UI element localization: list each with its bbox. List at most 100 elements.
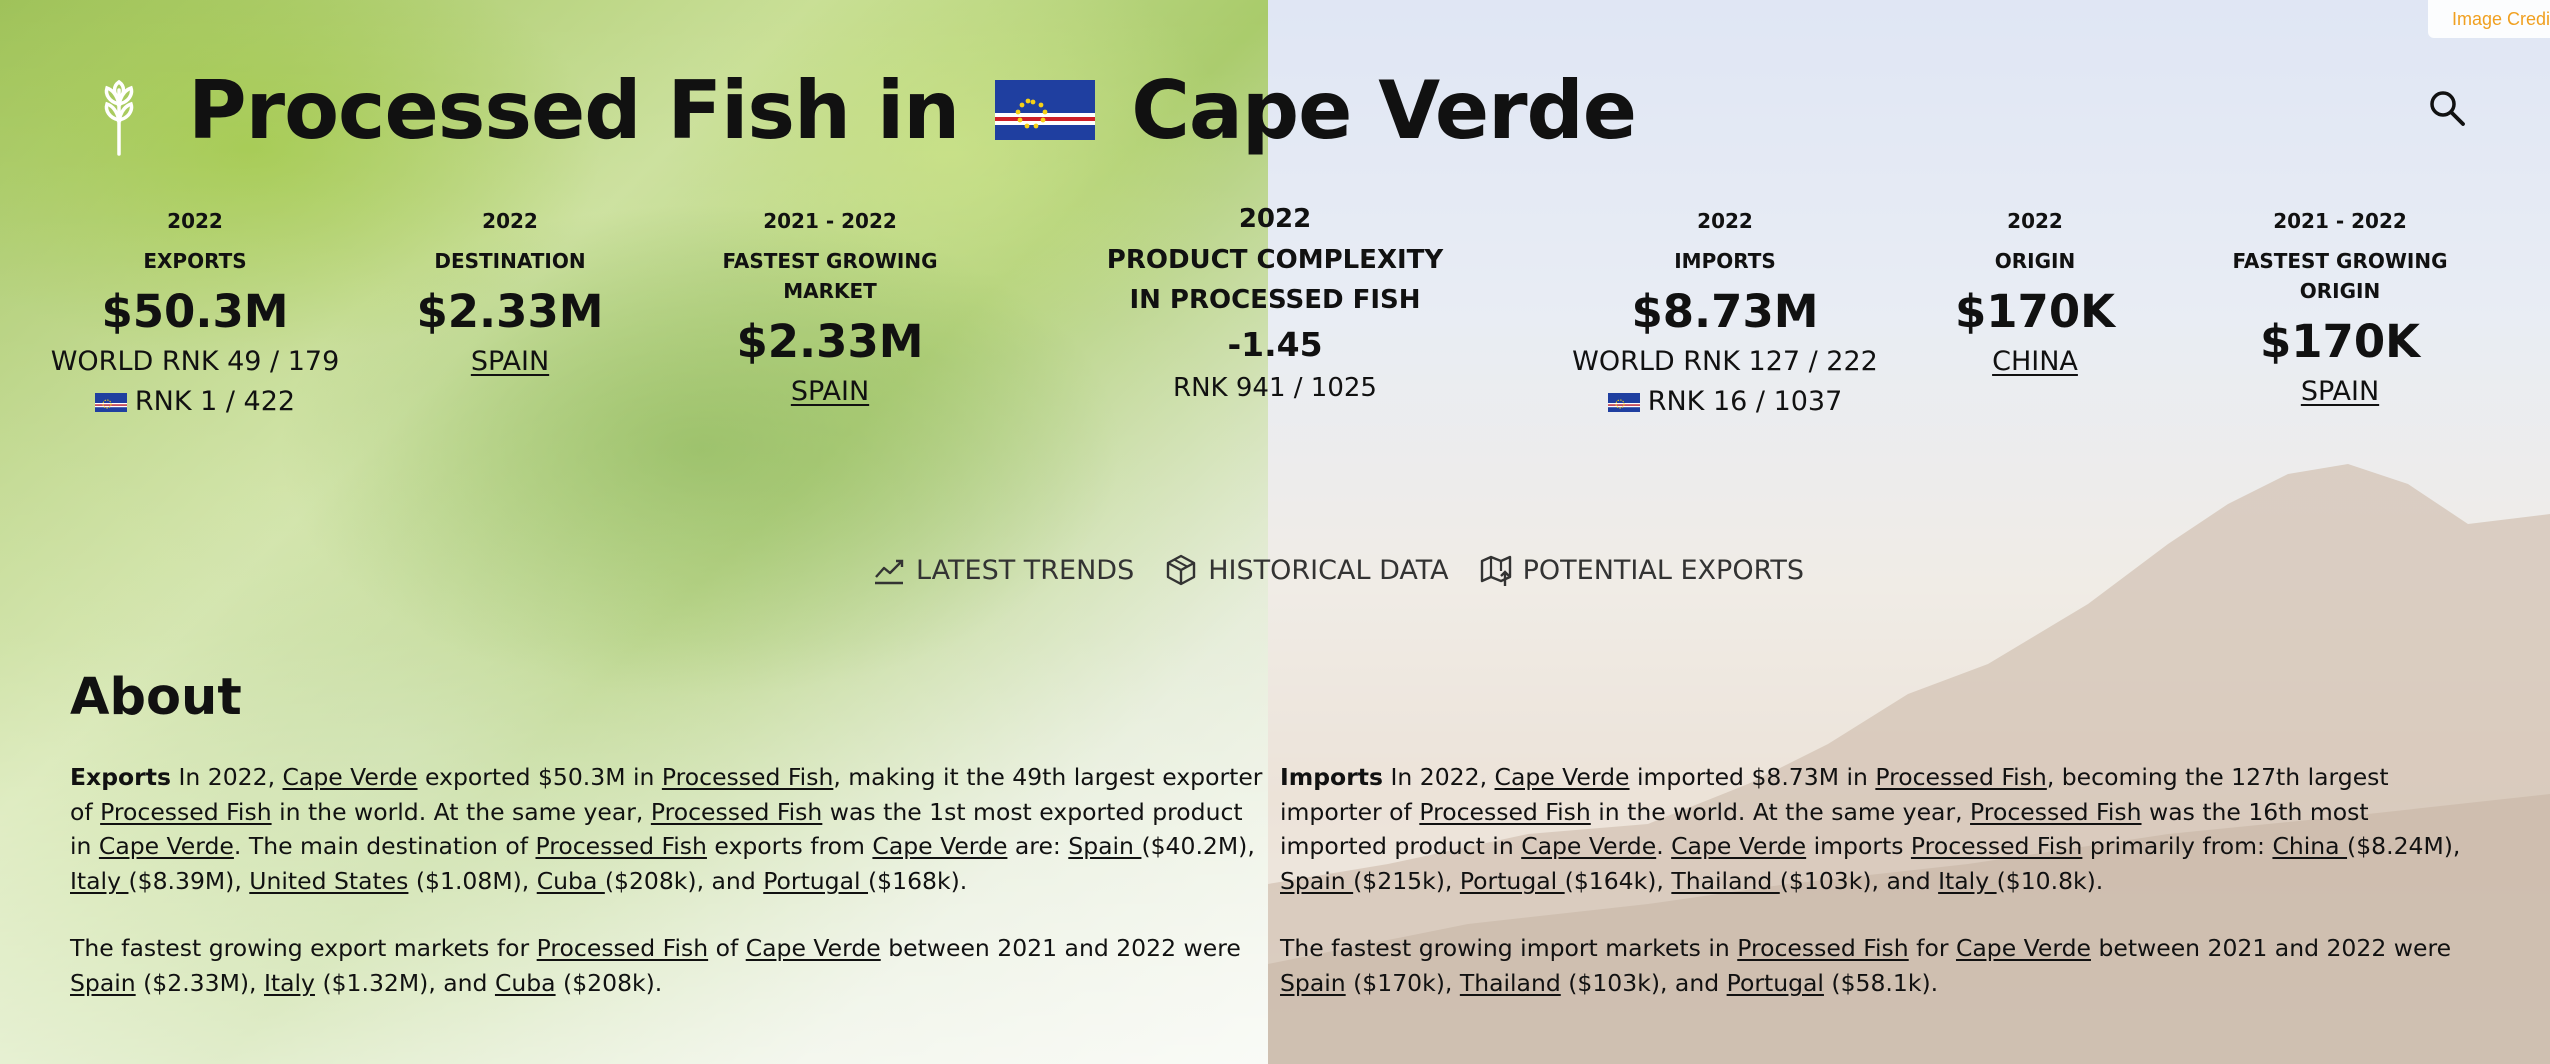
product-link[interactable]: Processed Fish [535,832,707,860]
product-link[interactable]: Processed Fish [1910,832,2083,860]
title-country: Cape Verde [1131,63,1637,157]
thailand-link[interactable]: Thailand [1459,968,1561,997]
text: ($1.08M), [408,866,537,895]
text: of [708,934,746,962]
country-link[interactable]: Cape Verde [745,934,881,962]
stat-value: $8.73M [1631,285,1819,338]
tab-label: HISTORICAL DATA [1208,554,1449,586]
china-link[interactable]: China [2272,832,2348,860]
trend-chart-icon [875,559,904,585]
text: was the 1st most exported product in [70,797,1243,861]
product-link[interactable]: Processed Fish [1970,797,2142,826]
stat-label: IMPORTS [1674,249,1776,273]
italy-link[interactable]: Italy [1938,866,1997,895]
italy-link[interactable]: Italy [70,866,129,895]
text: ($208k), and [604,866,764,895]
text: ($1.32M), and [314,968,495,997]
text: for [1908,934,1956,962]
product-link[interactable]: Processed Fish [650,797,823,826]
country-link[interactable]: Cape Verde [872,832,1008,860]
text: between 2021 and 2022 were [880,934,1241,962]
stat-fastest-market: 2021 - 2022 FASTEST GROWING MARKET $2.33… [680,206,980,412]
text: ($164k), [1564,866,1672,895]
world-rank: WORLD RNK 127 / 222 [1572,346,1878,377]
text: imports [1806,832,1911,860]
wheat-logo-icon[interactable] [95,76,143,156]
stat-fastest-origin: 2021 - 2022 FASTEST GROWING ORIGIN $170K… [2200,206,2480,412]
stat-imports: 2022 IMPORTS $8.73M WORLD RNK 127 / 222 … [1570,206,1880,422]
stat-value: -1.45 [1227,325,1323,364]
country-link[interactable]: Cape Verde [282,763,418,791]
thailand-link[interactable]: Thailand [1671,866,1780,895]
text: between 2021 and 2022 were [2090,934,2452,962]
text: The fastest growing import markets in [1280,934,1738,962]
italy-link[interactable]: Italy [263,968,315,997]
stat-label: FASTEST GROWING ORIGIN [2232,249,2448,303]
page-title: Processed Fish in Cape Verde [188,55,1637,165]
text: In 2022, [171,763,283,791]
origin-country-link[interactable]: CHINA [1992,346,2078,377]
world-rank: WORLD RNK 49 / 179 [50,346,340,377]
section-tabs: LATEST TRENDS HISTORICAL DATA POTENTIAL … [872,548,1804,592]
text: The fastest growing export markets for [70,934,537,962]
text: ($168k). [868,866,968,895]
text: exported $50.3M in [417,763,662,791]
cape-verde-flag-icon [1607,392,1640,412]
stat-label: FASTEST GROWING MARKET [722,249,938,303]
background-left-image [0,0,1268,1064]
spain-link[interactable]: Spain [1280,866,1354,895]
exports-paragraph: Exports In 2022, Cape Verde exported $50… [70,760,1270,898]
imports-growth-paragraph: The fastest growing import markets in Pr… [1280,931,2480,1000]
product-link[interactable]: Processed Fish [1737,934,1909,962]
text: , becoming the 127th largest importer of [1280,763,2389,826]
text: ($215k), [1353,866,1460,895]
spain-link[interactable]: Spain [70,968,136,997]
text: ($2.33M), [135,968,264,997]
country-link[interactable]: Cape Verde [1671,832,1807,860]
image-credits-button[interactable]: Image Credits [2428,0,2550,38]
stat-destination: 2022 DESTINATION $2.33M SPAIN [400,206,620,382]
product-link[interactable]: Processed Fish [1875,763,2047,791]
portugal-link[interactable]: Portugal [1726,968,1824,997]
tab-latest-trends[interactable]: LATEST TRENDS [872,553,1134,587]
portugal-link[interactable]: Portugal [763,866,869,895]
imports-paragraph: Imports In 2022, Cape Verde imported $8.… [1280,760,2480,898]
text: ($8.24M), [2347,832,2461,860]
stat-value: $2.33M [416,285,604,338]
portugal-link[interactable]: Portugal [1459,866,1565,895]
text: . [1656,832,1672,860]
country-link[interactable]: Cape Verde [98,832,234,860]
tab-historical-data[interactable]: HISTORICAL DATA [1164,553,1449,587]
product-link[interactable]: Processed Fish [536,934,709,962]
country-link[interactable]: Cape Verde [1521,832,1657,860]
product-link[interactable]: Processed Fish [100,797,272,826]
product-link[interactable]: Processed Fish [661,763,834,791]
country-link[interactable]: Cape Verde [1955,934,2091,962]
background-right-image [1268,0,2550,1064]
stat-year: 2022 [2007,209,2063,233]
cuba-link[interactable]: Cuba [536,866,605,895]
imports-label: Imports [1280,763,1384,791]
fastest-market-country-link[interactable]: SPAIN [790,376,870,407]
text: , making it the 49th largest exporter of [70,763,1263,826]
destination-country-link[interactable]: SPAIN [470,346,550,377]
search-icon[interactable] [2427,88,2467,128]
spain-link[interactable]: Spain [1068,832,1142,860]
tab-label: LATEST TRENDS [916,554,1135,586]
fastest-origin-country-link[interactable]: SPAIN [2300,376,2380,407]
stat-value: $2.33M [736,315,924,368]
country-rank-text: RNK 16 / 1037 [1647,386,1843,417]
united-states-link[interactable]: United States [249,866,409,895]
tab-potential-exports[interactable]: POTENTIAL EXPORTS [1479,553,1804,587]
cuba-link[interactable]: Cuba [494,968,556,997]
cape-verde-flag-icon [995,80,1096,140]
about-heading: About [70,668,242,727]
complexity-rank: RNK 941 / 1025 [1173,373,1377,403]
spain-link[interactable]: Spain [1280,968,1346,997]
text: primarily from: [2082,832,2273,860]
product-link[interactable]: Processed Fish [1419,797,1591,826]
text: ($103k), and [1560,968,1727,997]
stat-year: 2021 - 2022 [763,209,897,233]
country-link[interactable]: Cape Verde [1494,763,1630,791]
stat-year: 2022 [482,209,538,233]
